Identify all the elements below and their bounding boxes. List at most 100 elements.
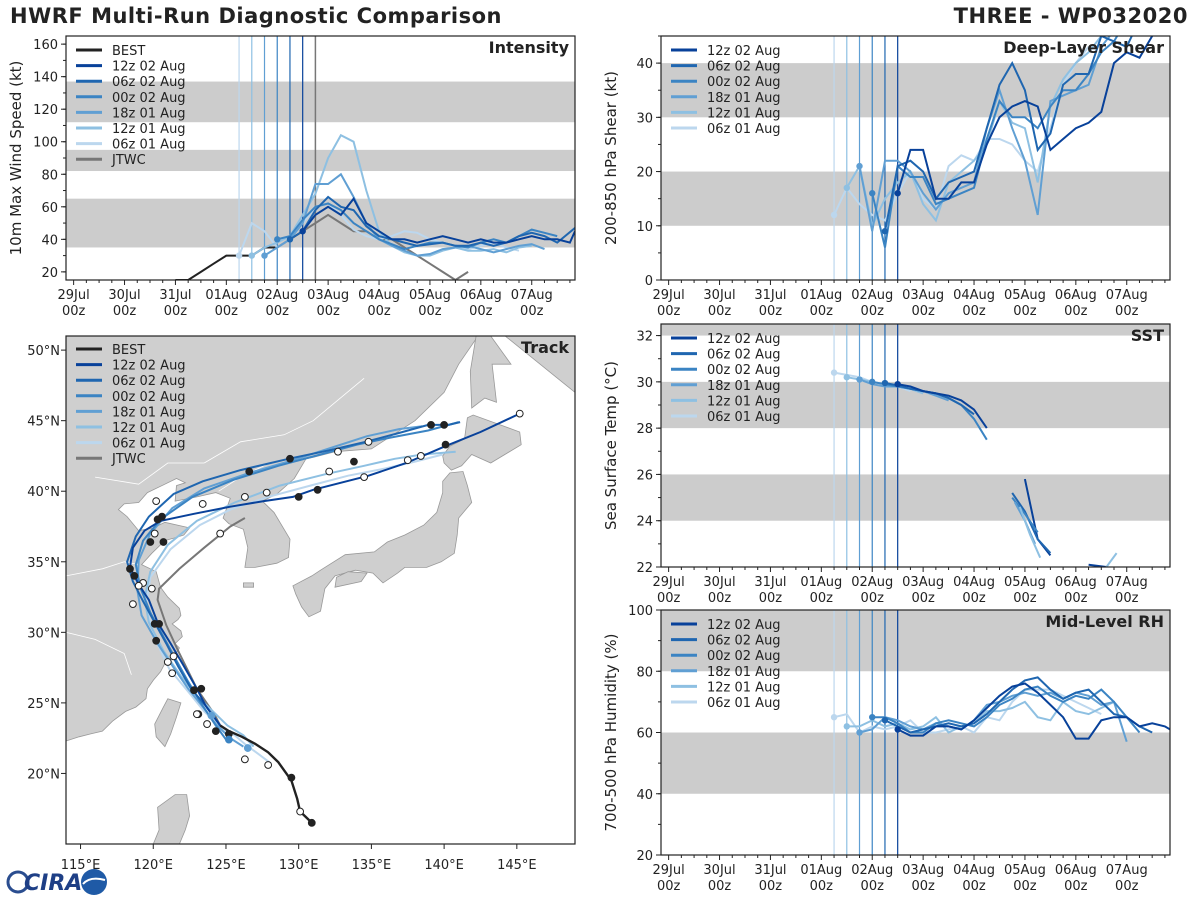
track-position-marker	[294, 492, 303, 501]
rh-xtick-label-hour: 00z	[911, 879, 935, 894]
rh-xtick-label-date: 04Aug	[953, 863, 995, 878]
shear-legend-label-1: 06z 02 Aug	[707, 60, 781, 75]
province-border-south	[66, 631, 132, 675]
shear-init-point-4	[843, 184, 850, 192]
sst-init-point-5	[830, 369, 838, 376]
intensity-xtick-label-hour: 00z	[316, 304, 340, 319]
sst-xtick-label-date: 04Aug	[953, 575, 995, 590]
rh-series-2	[872, 685, 1141, 734]
intensity-xtick-label-date: 01Aug	[205, 288, 247, 303]
shear-init-point-0	[894, 190, 901, 197]
shear-legend-label-3: 18z 01 Aug	[707, 91, 781, 106]
rh-title: Mid-Level RH	[1045, 612, 1164, 631]
panel-rh: 2040608010029Jul00z30Jul00z31Jul00z01Aug…	[602, 604, 1171, 894]
japan-honshu-kyushu	[292, 471, 473, 618]
sst-legend-label-0: 12z 02 Aug	[707, 332, 781, 347]
sst-xtick-label-date: 07Aug	[1106, 575, 1148, 590]
shear-series-2	[871, 36, 1119, 248]
rh-ytick-label: 60	[636, 727, 653, 742]
track-lat-label: 45°N	[27, 415, 60, 430]
track-legend-label-6: 06z 01 Aug	[112, 437, 186, 452]
intensity-legend-label-0: BEST	[112, 44, 145, 59]
intensity-title: Intensity	[489, 38, 570, 57]
shear-xtick-label-hour: 00z	[1064, 304, 1088, 319]
rh-ytick-label: 40	[636, 788, 653, 803]
logo-swoosh-icon	[82, 877, 106, 885]
track-position-marker	[168, 669, 177, 678]
shear-legend-label-5: 06z 01 Aug	[707, 122, 781, 137]
rh-xtick-label-hour: 00z	[861, 879, 885, 894]
track-position-marker	[130, 571, 139, 580]
sst-xtick-label-hour: 00z	[911, 591, 935, 606]
rh-legend-label-2: 00z 02 Aug	[707, 649, 781, 664]
intensity-band-1	[66, 149, 575, 172]
rh-series-5	[833, 688, 1102, 734]
shear-frame	[660, 35, 1171, 281]
sst-xtick-label-hour: 00z	[708, 591, 732, 606]
rh-series-0	[897, 682, 1170, 740]
sakhalin-landmass	[469, 336, 512, 409]
shear-xtick-label-date: 06Aug	[1055, 288, 1097, 303]
sst-xtick-label-date: 31Jul	[754, 575, 786, 590]
shear-xtick-label-hour: 00z	[1115, 304, 1139, 319]
rh-xtick-label-date: 30Jul	[703, 863, 735, 878]
track-position-marker	[146, 538, 155, 546]
track-position-marker	[515, 409, 524, 418]
track-lon-label: 125°E	[206, 858, 246, 873]
shear-xtick-label-date: 03Aug	[902, 288, 944, 303]
panel-intensity: 2040608010012014016029Jul00z30Jul00z31Ju…	[7, 35, 576, 319]
shear-xtick-label-hour: 00z	[708, 304, 732, 319]
province-border-north	[95, 462, 205, 485]
shear-init-point-1	[881, 228, 889, 235]
track-line-5	[144, 453, 443, 765]
panel-track: 115°E 120°E 125°E 130°E 135°E 140°E 145°E 20°N 2…	[27, 335, 576, 873]
sst-xtick-label-date: 30Jul	[703, 575, 735, 590]
track-position-marker	[262, 488, 271, 497]
rh-xtick-label-date: 03Aug	[902, 863, 944, 878]
sst-xtick-label-date: 06Aug	[1055, 575, 1097, 590]
track-frame	[65, 335, 576, 845]
track-position-marker	[158, 512, 166, 521]
intensity-init-point-1	[286, 236, 294, 243]
sst-plot-area	[661, 324, 1170, 567]
track-position-marker	[150, 529, 159, 538]
track-title: Track	[521, 338, 569, 357]
intensity-xtick-label-date: 31Jul	[159, 288, 191, 303]
intensity-legend-label-1: 12z 02 Aug	[112, 60, 186, 75]
shear-xtick-label-hour: 00z	[861, 304, 885, 319]
track-position-marker	[134, 581, 143, 590]
intensity-ytick-label: 60	[41, 201, 58, 216]
intensity-ytick-label: 80	[41, 168, 58, 183]
intensity-ytick-label: 160	[33, 38, 58, 53]
shear-xtick-label-hour: 00z	[1013, 304, 1037, 319]
track-position-marker	[192, 710, 201, 719]
intensity-xtick-label-hour: 00z	[418, 304, 442, 319]
sst-ytick-label: 28	[636, 422, 653, 437]
cira-logo: CIRA	[6, 869, 107, 896]
track-position-marker	[403, 456, 412, 465]
storm-id: THREE - WP032020	[953, 4, 1188, 28]
intensity-xtick-label-date: 02Aug	[256, 288, 298, 303]
sst-legend-label-1: 06z 02 Aug	[707, 348, 781, 363]
track-lon-label: 135°E	[352, 858, 392, 873]
rh-ylabel: 700-500 hPa Humidity (%)	[602, 633, 620, 831]
figure-title: HWRF Multi-Run Diagnostic Comparison	[10, 4, 503, 28]
shear-series-4	[845, 36, 1103, 229]
intensity-xtick-label-date: 05Aug	[409, 288, 451, 303]
taiwan-landmass	[154, 698, 182, 748]
shear-init-point-2	[869, 190, 876, 197]
shear-xtick-label-hour: 00z	[911, 304, 935, 319]
track-position-marker	[286, 454, 294, 463]
shear-xtick-label-date: 02Aug	[851, 288, 893, 303]
rh-xtick-label-hour: 00z	[1115, 879, 1139, 894]
rh-xtick-label-date: 01Aug	[800, 863, 842, 878]
rh-xtick-label-date: 02Aug	[851, 863, 893, 878]
rh-xtick-label-hour: 00z	[962, 879, 986, 894]
sst-xtick-label-date: 29Jul	[653, 575, 685, 590]
rh-xtick-label-date: 06Aug	[1055, 863, 1097, 878]
rh-xtick-label-hour: 00z	[1013, 879, 1037, 894]
